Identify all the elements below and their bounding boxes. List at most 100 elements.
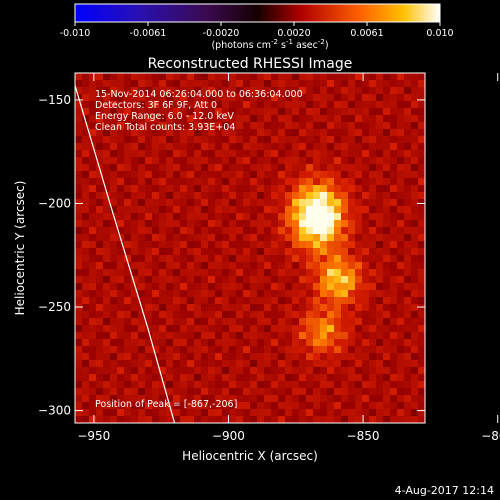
heatmap-cell: [278, 213, 286, 221]
heatmap-cell: [166, 297, 174, 305]
heatmap-cell: [152, 80, 160, 88]
heatmap-cell: [75, 255, 83, 263]
heatmap-cell: [264, 353, 272, 361]
heatmap-cell: [173, 416, 181, 423]
heatmap-cell: [243, 87, 251, 95]
heatmap-cell: [264, 318, 272, 326]
heatmap-cell: [278, 388, 286, 396]
heatmap-cell: [334, 164, 342, 172]
heatmap-cell: [131, 206, 139, 214]
heatmap-cell: [166, 192, 174, 200]
heatmap-cell: [327, 409, 335, 417]
heatmap-cell: [229, 94, 237, 102]
heatmap-cell: [362, 108, 370, 116]
heatmap-cell: [89, 192, 97, 200]
heatmap-cell: [145, 101, 153, 109]
heatmap-cell: [229, 164, 237, 172]
heatmap-cell: [411, 353, 419, 361]
heatmap-cell: [418, 178, 425, 186]
heatmap-cell: [271, 80, 279, 88]
heatmap-cell: [82, 220, 90, 228]
heatmap-cell: [257, 129, 265, 137]
heatmap-cell: [250, 192, 258, 200]
heatmap-cell: [313, 122, 321, 130]
heatmap-cell: [89, 304, 97, 312]
heatmap-cell: [369, 402, 377, 410]
heatmap-cell: [103, 227, 111, 235]
heatmap-cell: [250, 185, 258, 193]
heatmap-cell: [159, 185, 167, 193]
heatmap-cell: [418, 297, 425, 305]
heatmap-cell: [145, 367, 153, 375]
heatmap-cell: [236, 80, 244, 88]
heatmap-cell: [271, 339, 279, 347]
heatmap-cell: [271, 381, 279, 389]
heatmap-cell: [187, 339, 195, 347]
heatmap-cell: [418, 192, 425, 200]
heatmap-cell: [341, 311, 349, 319]
heatmap-cell: [229, 283, 237, 291]
heatmap-cell: [215, 255, 223, 263]
heatmap-cell: [383, 332, 391, 340]
heatmap-cell: [243, 241, 251, 249]
heatmap-cell: [201, 108, 209, 116]
heatmap-cell: [187, 318, 195, 326]
heatmap-cell: [250, 115, 258, 123]
heatmap-cell: [362, 248, 370, 256]
heatmap-cell: [75, 416, 83, 423]
heatmap-cell: [327, 255, 335, 263]
heatmap-cell: [215, 297, 223, 305]
heatmap-cell: [411, 143, 419, 151]
heatmap-cell: [201, 332, 209, 340]
heatmap-cell: [404, 255, 412, 263]
heatmap-cell: [229, 129, 237, 137]
heatmap-cell: [306, 346, 314, 354]
heatmap-cell: [264, 304, 272, 312]
heatmap-cell: [131, 409, 139, 417]
heatmap-cell: [313, 115, 321, 123]
heatmap-cell: [383, 318, 391, 326]
heatmap-cell: [257, 353, 265, 361]
heatmap-cell: [383, 388, 391, 396]
heatmap-cell: [215, 192, 223, 200]
heatmap-cell: [243, 297, 251, 305]
heatmap-cell: [285, 325, 293, 333]
heatmap-cell: [96, 353, 104, 361]
heatmap-cell: [348, 332, 356, 340]
heatmap-cell: [320, 122, 328, 130]
heatmap-cell: [215, 339, 223, 347]
heatmap-cell: [194, 353, 202, 361]
heatmap-cell: [376, 332, 384, 340]
heatmap-cell: [96, 416, 104, 423]
heatmap-cell: [229, 353, 237, 361]
heatmap-cell: [222, 234, 230, 242]
heatmap-cell: [124, 409, 132, 417]
heatmap-cell: [103, 290, 111, 298]
heatmap-cell: [103, 311, 111, 319]
heatmap-cell: [166, 206, 174, 214]
heatmap-cell: [145, 283, 153, 291]
heatmap-cell: [103, 213, 111, 221]
heatmap-cell: [159, 171, 167, 179]
heatmap-cell: [320, 346, 328, 354]
solar-limb-line: [75, 85, 176, 423]
heatmap-cell: [89, 409, 97, 417]
heatmap-cell: [327, 171, 335, 179]
heatmap-cell: [355, 311, 363, 319]
heatmap-cell: [404, 185, 412, 193]
heatmap-cell: [103, 241, 111, 249]
heatmap-cell: [194, 73, 202, 81]
heatmap-cell: [201, 129, 209, 137]
heatmap-cell: [250, 94, 258, 102]
heatmap-cell: [243, 311, 251, 319]
heatmap-cell: [180, 101, 188, 109]
heatmap-cell: [82, 122, 90, 130]
heatmap-cell: [117, 248, 125, 256]
heatmap-cell: [82, 192, 90, 200]
heatmap-cell: [299, 171, 307, 179]
heatmap-cell: [271, 108, 279, 116]
heatmap-cell: [103, 297, 111, 305]
heatmap-cell: [180, 220, 188, 228]
heatmap-cell: [243, 73, 251, 81]
heatmap-cell: [117, 115, 125, 123]
